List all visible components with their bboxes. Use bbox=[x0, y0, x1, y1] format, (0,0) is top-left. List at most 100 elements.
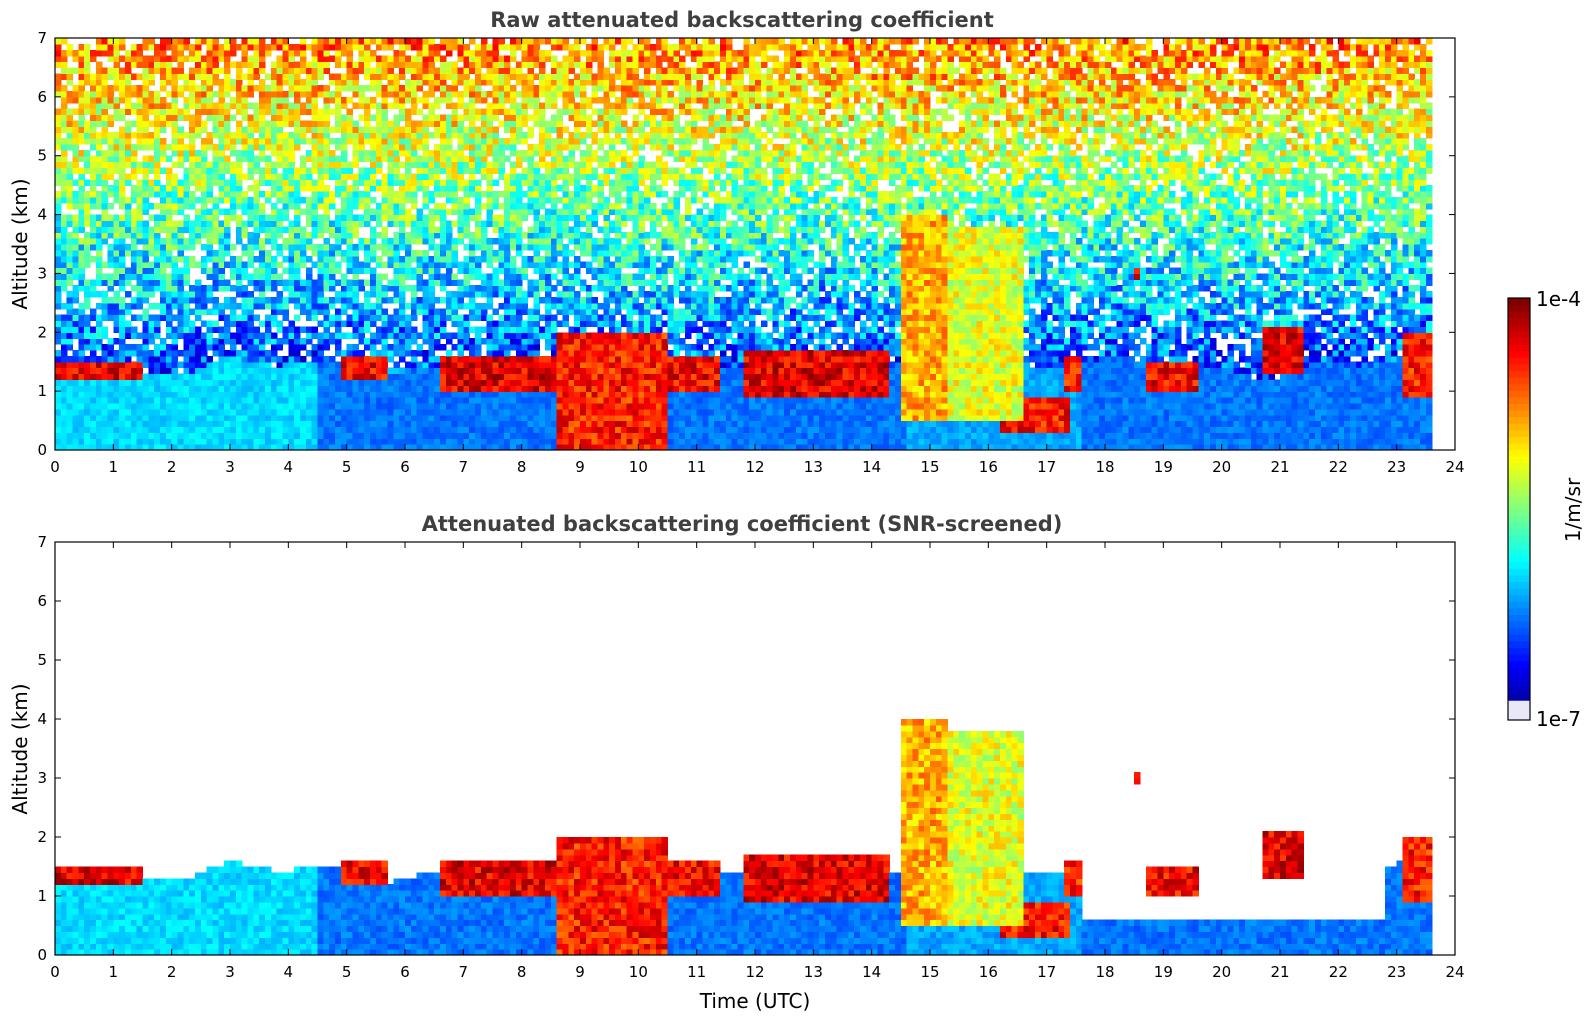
heatmap-cell-raw bbox=[101, 355, 109, 363]
heatmap-cell-raw bbox=[66, 291, 74, 298]
heatmap-cell-raw bbox=[375, 132, 383, 139]
heatmap-cell-raw bbox=[136, 397, 144, 404]
heatmap-cell-raw bbox=[515, 108, 523, 116]
heatmap-cell-raw bbox=[445, 414, 453, 422]
heatmap-cell-raw bbox=[352, 379, 359, 386]
heatmap-cell-raw bbox=[329, 332, 336, 339]
heatmap-cell-raw bbox=[346, 385, 354, 392]
heatmap-cell-raw bbox=[492, 55, 499, 63]
heatmap-cell-raw bbox=[142, 226, 149, 233]
heatmap-cell-raw bbox=[55, 214, 62, 222]
heatmap-cell-raw bbox=[247, 73, 254, 80]
heatmap-cell-raw bbox=[370, 273, 377, 280]
heatmap-cell-raw bbox=[270, 90, 278, 98]
heatmap-cell-raw bbox=[510, 414, 517, 422]
heatmap-cell-raw bbox=[463, 114, 470, 121]
heatmap-cell-raw bbox=[399, 420, 406, 428]
heatmap-cell-raw bbox=[212, 38, 219, 45]
heatmap-cell-raw bbox=[521, 96, 529, 104]
heatmap-cell-raw bbox=[440, 391, 447, 398]
heatmap-cell-raw bbox=[352, 432, 359, 439]
heatmap-cell-raw bbox=[253, 85, 260, 92]
heatmap-cell-raw bbox=[177, 302, 184, 310]
heatmap-cell-raw bbox=[113, 273, 120, 280]
heatmap-cell-raw bbox=[177, 85, 184, 92]
heatmap-cell-raw bbox=[317, 444, 324, 451]
heatmap-cell-raw bbox=[375, 67, 383, 74]
heatmap-cell-raw bbox=[370, 96, 377, 104]
heatmap-cell-raw bbox=[405, 420, 412, 428]
heatmap-cell-raw bbox=[364, 267, 371, 275]
heatmap-cell-raw bbox=[498, 344, 505, 351]
heatmap-cell-raw bbox=[410, 314, 418, 322]
heatmap-cell-raw bbox=[504, 308, 511, 316]
heatmap-cell-raw bbox=[305, 202, 313, 210]
heatmap-cell-raw bbox=[364, 102, 371, 110]
heatmap-cell-raw bbox=[95, 344, 103, 351]
heatmap-cell-raw bbox=[422, 426, 429, 433]
heatmap-cell-raw bbox=[90, 73, 97, 80]
heatmap-cell-raw bbox=[504, 208, 511, 216]
heatmap-cell-raw bbox=[60, 438, 68, 445]
heatmap-cell-raw bbox=[434, 155, 441, 163]
heatmap-cell-raw bbox=[253, 244, 260, 251]
heatmap-cell-raw bbox=[206, 67, 214, 74]
heatmap-cell-raw bbox=[305, 414, 313, 422]
heatmap-cell-raw bbox=[195, 114, 202, 121]
heatmap-cell-raw bbox=[329, 138, 336, 145]
heatmap-cell-raw bbox=[270, 167, 278, 174]
heatmap-cell-raw bbox=[352, 355, 359, 363]
heatmap-cell-raw bbox=[253, 108, 260, 116]
heatmap-cell-raw bbox=[457, 179, 464, 186]
heatmap-cell-raw bbox=[381, 391, 389, 398]
heatmap-cell-raw bbox=[200, 426, 208, 433]
heatmap-cell-raw bbox=[276, 38, 284, 45]
heatmap-cell-raw bbox=[142, 267, 149, 275]
heatmap-cell-raw bbox=[358, 438, 365, 445]
heatmap-cell-raw bbox=[527, 43, 534, 51]
heatmap-cell-raw bbox=[160, 67, 167, 74]
heatmap-cell-raw bbox=[148, 285, 155, 292]
heatmap-cell-raw bbox=[340, 155, 348, 163]
heatmap-cell-raw bbox=[60, 261, 68, 269]
heatmap-cell-raw bbox=[329, 302, 336, 310]
heatmap-cell-raw bbox=[218, 232, 225, 239]
heatmap-cell-raw bbox=[125, 391, 132, 398]
heatmap-cell-raw bbox=[142, 261, 149, 269]
heatmap-cell-raw bbox=[311, 191, 319, 198]
heatmap-cell-raw bbox=[189, 261, 196, 269]
heatmap-cell-raw bbox=[305, 379, 313, 386]
heatmap-cell-raw bbox=[95, 391, 103, 398]
heatmap-cell-raw bbox=[375, 314, 383, 322]
heatmap-cell-raw bbox=[469, 308, 476, 316]
heatmap-cell-raw bbox=[171, 361, 179, 369]
heatmap-cell-raw bbox=[346, 38, 354, 45]
heatmap-cell-raw bbox=[90, 355, 97, 363]
heatmap-cell-raw bbox=[311, 179, 319, 186]
heatmap-cell-raw bbox=[515, 67, 523, 74]
heatmap-cell-raw bbox=[200, 285, 208, 292]
heatmap-cell-raw bbox=[486, 196, 494, 204]
heatmap-cell-raw bbox=[84, 155, 91, 163]
heatmap-cell-raw bbox=[294, 61, 301, 69]
heatmap-cell-raw bbox=[410, 296, 418, 304]
heatmap-cell-raw bbox=[422, 143, 429, 151]
heatmap-cell-raw bbox=[113, 232, 120, 239]
heatmap-cell-raw bbox=[387, 220, 394, 227]
heatmap-cell-raw bbox=[533, 444, 540, 451]
heatmap-cell-raw bbox=[451, 291, 459, 298]
heatmap-cell-raw bbox=[416, 167, 424, 174]
heatmap-cell-raw bbox=[154, 397, 161, 404]
heatmap-cell-raw bbox=[498, 244, 505, 251]
heatmap-cell-raw bbox=[101, 226, 109, 233]
heatmap-cell-raw bbox=[440, 126, 447, 133]
heatmap-cell-raw bbox=[370, 185, 377, 192]
heatmap-cell-raw bbox=[399, 149, 406, 157]
heatmap-cell-raw bbox=[475, 338, 482, 345]
heatmap-cell-raw bbox=[189, 149, 196, 157]
heatmap-cell-raw bbox=[346, 49, 354, 57]
heatmap-cell-raw bbox=[230, 414, 237, 422]
heatmap-cell-raw bbox=[165, 444, 173, 451]
heatmap-cell-raw bbox=[370, 55, 377, 63]
heatmap-cell-raw bbox=[253, 185, 260, 192]
